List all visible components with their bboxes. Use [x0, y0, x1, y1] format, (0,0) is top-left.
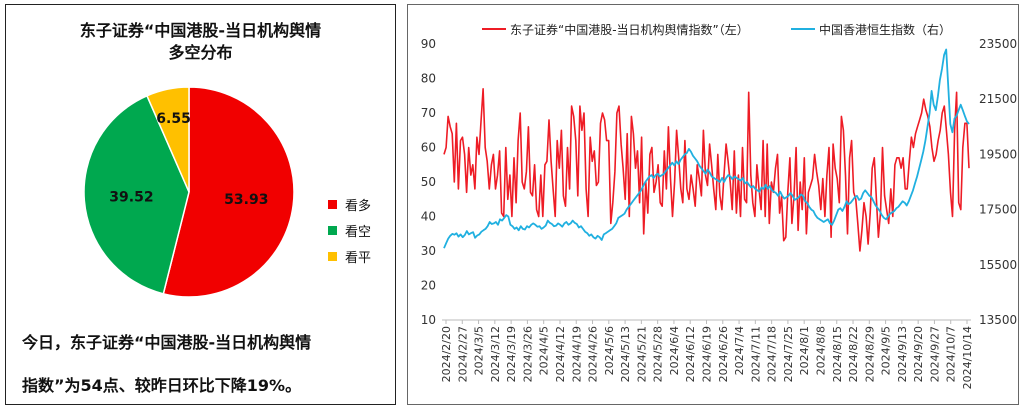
x-tick-label: 2024/4/19: [570, 326, 583, 382]
x-tick-label: 2024/5/21: [635, 326, 648, 382]
summary-line1: 今日，东子证券“中国港股-当日机构舆情: [22, 333, 312, 352]
x-tick-label: 2024/9/27: [928, 326, 941, 382]
x-tick-label: 2024/10/7: [945, 326, 958, 382]
x-tick-label: 2024/8/1: [798, 326, 811, 375]
x-tick-label: 2024/8/22: [847, 326, 860, 382]
legend-label-neutral: 看平: [345, 250, 372, 266]
pie-panel: 东子证券“中国港股-当日机构舆情 多空分布 53.93 39.52 6.55 看多 …: [5, 4, 396, 405]
x-tick-label: 2024/9/20: [912, 326, 925, 382]
legend-label-sentiment: 东子证券“中国港股-当日机构舆情指数”（左）: [510, 22, 749, 37]
x-tick-label: 2024/5/13: [619, 326, 632, 382]
y-left-tick-label: 20: [421, 279, 436, 293]
y-right-tick-label: 17500: [979, 203, 1017, 217]
pie-slice-neutral: [146, 86, 190, 193]
pie-legend: 看多 看空 看平: [328, 191, 371, 269]
legend-swatch-neutral: [328, 251, 337, 261]
y-right-tick-label: 19500: [979, 147, 1017, 161]
x-tick-label: 2024/8/29: [863, 326, 876, 382]
summary-line2: 指数”为54点、较昨日环比下降19%。: [22, 376, 302, 395]
line-legend: 东子证券“中国港股-当日机构舆情指数”（左） 中国香港恒生指数（右）: [482, 22, 951, 37]
x-tick-label: 2024/2/27: [456, 326, 469, 382]
x-tick-label: 2024/6/12: [684, 326, 697, 382]
legend-label-bullish: 看多: [345, 198, 372, 214]
y-right-tick-label: 13500: [979, 313, 1017, 327]
y-left-tick-label: 40: [421, 210, 436, 224]
legend-item-bearish: 看空: [328, 217, 371, 243]
x-tick-label: 2024/4/26: [587, 326, 600, 382]
y-right-tick-label: 21500: [979, 92, 1017, 106]
legend-swatch-bearish: [328, 225, 337, 235]
x-tick-label: 2024/3/5: [473, 326, 486, 375]
x-tick-label: 2024/7/4: [733, 326, 746, 375]
y-left-tick-label: 80: [421, 72, 436, 86]
x-tick-label: 2024/6/26: [717, 326, 730, 382]
x-tick-label: 2024/5/28: [652, 326, 665, 382]
pie-slice-bearish: [83, 94, 190, 295]
legend-label-bearish: 看空: [345, 224, 372, 240]
y-left-tick-label: 60: [421, 141, 436, 155]
y-left-tick-label: 10: [421, 313, 436, 327]
x-tick-label: 2024/7/25: [782, 326, 795, 382]
x-tick-label: 2024/4/12: [554, 326, 567, 382]
line-chart-panel: 东子证券“中国港股-当日机构舆情指数”（左） 中国香港恒生指数（右） 10 20 3…: [407, 4, 1019, 405]
y-left-tick-label: 90: [421, 37, 436, 51]
x-tick-label: 2024/8/8: [814, 326, 827, 375]
pie-chart: 53.93 39.52 6.55: [83, 86, 295, 298]
x-tick-label: 2024/6/4: [668, 326, 681, 375]
pie-title-line2: 多空分布: [168, 43, 233, 62]
y-right-tick-label: 15500: [979, 258, 1017, 272]
x-tick-label: 2024/6/19: [701, 326, 714, 382]
legend-swatch-bullish: [328, 199, 337, 209]
x-tick-label: 2024/9/13: [896, 326, 909, 382]
pie-title-line1: 东子证券“中国港股-当日机构舆情: [79, 21, 322, 40]
legend-item-bullish: 看多: [328, 191, 371, 217]
legend-label-hsi: 中国香港恒生指数（右）: [819, 22, 951, 37]
pie-label-neutral: 6.55: [156, 111, 191, 127]
x-tick-label: 2024/7/18: [766, 326, 779, 382]
x-tick-label: 2024/8/15: [831, 326, 844, 382]
series-line-hsi: [443, 48, 970, 249]
pie-slice-bullish: [162, 86, 295, 298]
x-tick-label: 2024/10/14: [961, 326, 974, 389]
pie-label-bearish: 39.52: [109, 190, 153, 206]
x-tick-label: 2024/5/6: [603, 326, 616, 375]
y-right-tick-label: 23500: [979, 37, 1017, 51]
x-tick-label: 2024/3/26: [521, 326, 534, 382]
x-tick-label: 2024/2/20: [440, 326, 453, 382]
series-line-sentiment: [443, 88, 970, 252]
legend-item-neutral: 看平: [328, 243, 371, 269]
pie-label-bullish: 53.93: [224, 192, 268, 208]
x-tick-label: 2024/3/19: [505, 326, 518, 382]
x-tick-label: 2024/3/12: [489, 326, 502, 382]
x-tick-label: 2024/4/5: [538, 326, 551, 375]
y-left-tick-label: 50: [421, 175, 436, 189]
y-left-tick-label: 70: [421, 106, 436, 120]
line-chart: 东子证券“中国港股-当日机构舆情指数”（左） 中国香港恒生指数（右） 10 20 3…: [421, 22, 1017, 389]
y-left-tick-label: 30: [421, 244, 436, 258]
x-tick-label: 2024/9/5: [880, 326, 893, 375]
x-tick-label: 2024/7/11: [749, 326, 762, 382]
